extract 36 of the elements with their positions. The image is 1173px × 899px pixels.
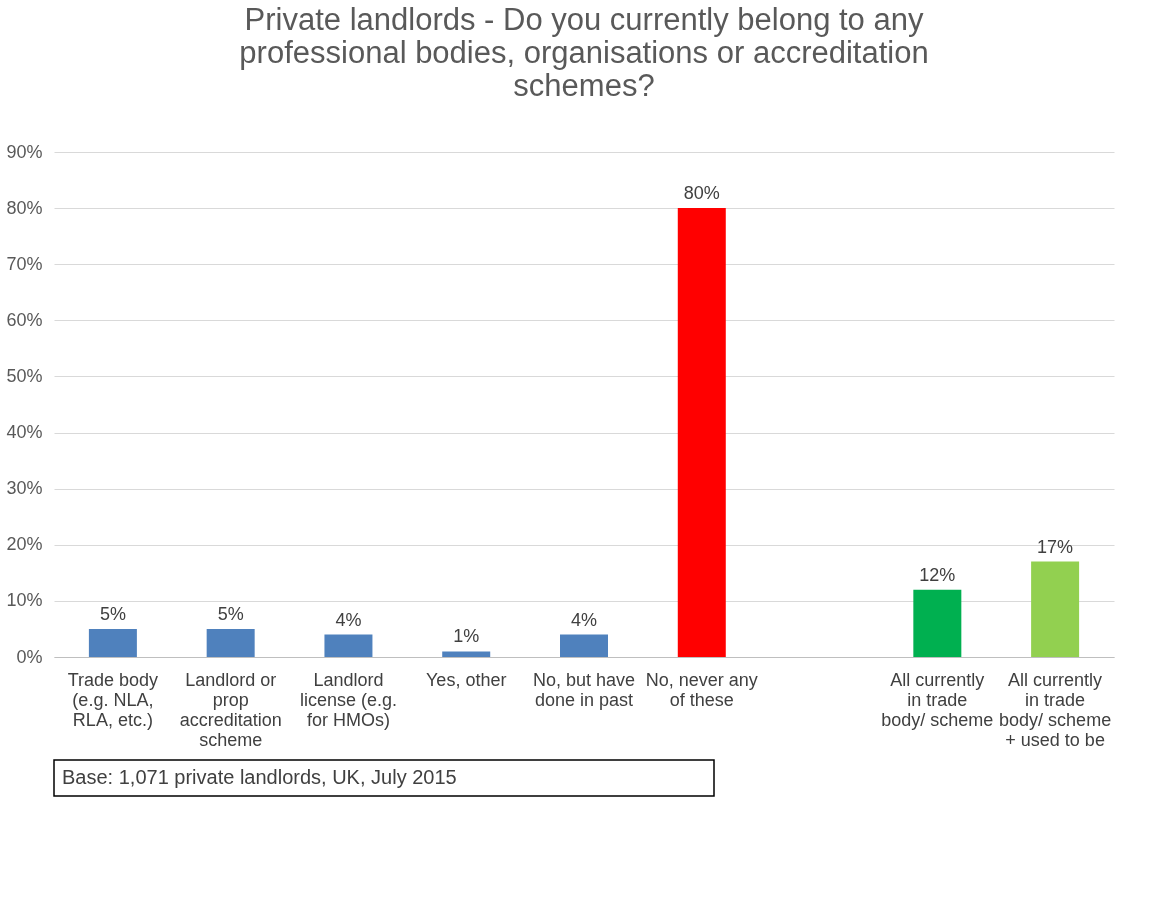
bar [324, 634, 373, 657]
data-label: 12% [919, 564, 956, 585]
y-tick-label: 20% [6, 534, 43, 555]
y-tick-label: 30% [6, 478, 43, 499]
x-tick-label: Landlord or prop accreditation scheme [179, 669, 282, 750]
y-tick-label: 10% [6, 590, 43, 611]
bar [442, 651, 491, 657]
bar [913, 589, 962, 657]
x-tick-label: All currently in trade body/ scheme + used to be [999, 669, 1112, 750]
data-label: 5% [99, 603, 126, 624]
y-tick-label: 40% [6, 422, 43, 443]
data-label: 17% [1037, 536, 1074, 557]
y-tick-label: 50% [6, 365, 43, 386]
x-tick-label: Yes, other [426, 669, 507, 690]
bar [88, 628, 137, 657]
data-label: 5% [217, 603, 244, 624]
data-label: 80% [683, 183, 720, 204]
data-label: 4% [570, 609, 598, 630]
bar [206, 628, 255, 657]
y-tick-label: 90% [6, 141, 43, 162]
bar [560, 634, 608, 657]
x-tick-label: Trade body (e.g. NLA, RLA, etc.) [67, 669, 159, 730]
chart-title: Private landlords - Do you currently belong to any professional bodies, organisations or accreditation schemes? [239, 2, 929, 103]
y-tick-label: 70% [6, 253, 43, 274]
bar [1031, 561, 1080, 657]
y-tick-label: 0% [16, 646, 43, 667]
x-tick-label: No, never any of these [645, 669, 758, 710]
x-tick-label: All currently in trade body/ scheme [881, 669, 994, 730]
data-label: 1% [453, 626, 480, 647]
bar [677, 208, 726, 657]
data-label: 4% [335, 609, 362, 630]
x-tick-label: No, but have done in past [532, 669, 636, 710]
y-tick-label: 60% [6, 309, 43, 330]
y-tick-label: 80% [6, 197, 43, 218]
text: Base: 1,071 private landlords, UK, July 2015 [62, 766, 457, 788]
x-tick-label: Landlord license (e.g. for HMOs) [299, 669, 397, 730]
